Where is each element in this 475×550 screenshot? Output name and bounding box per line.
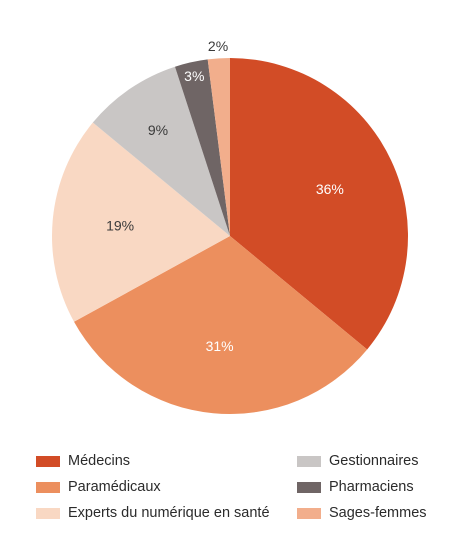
pie-slice-2: [51, 122, 230, 322]
pie-slice-3: [92, 66, 231, 236]
legend-swatch-paramedicaux: [36, 481, 60, 493]
legend-item-paramedicaux: Paramédicaux: [36, 479, 161, 495]
legend-label-pharmaciens: Pharmaciens: [329, 479, 414, 495]
pie-slice-4: [174, 59, 230, 237]
legend-swatch-sages-femmes: [297, 507, 321, 519]
legend-swatch-medecins: [36, 455, 60, 467]
pie-slice-label-4: 3%: [184, 68, 204, 84]
legend-swatch-gestionnaires: [297, 455, 321, 467]
legend-label-gestionnaires: Gestionnaires: [329, 453, 419, 469]
pie-slice-label-2: 19%: [106, 218, 134, 234]
legend-label-paramedicaux: Paramédicaux: [68, 479, 161, 495]
legend-label-experts: Experts du numérique en santé: [68, 505, 270, 521]
legend-item-gestionnaires: Gestionnaires: [297, 453, 418, 469]
pie-slice-label-1: 31%: [206, 338, 234, 354]
pie-slice-1: [74, 236, 368, 414]
pie-slice-label-0: 36%: [316, 181, 344, 197]
legend-label-sages-femmes: Sages-femmes: [329, 505, 427, 521]
pie-chart: 36% 31% 19% 9% 3%2%: [51, 38, 408, 414]
legend-item-experts: Experts du numérique en santé: [36, 505, 270, 521]
pie-slice-label-3: 9%: [148, 122, 168, 138]
legend-item-pharmaciens: Pharmaciens: [297, 479, 414, 495]
legend-swatch-pharmaciens: [297, 481, 321, 493]
legend-label-medecins: Médecins: [68, 453, 131, 469]
pie-slice-label-5: 2%: [208, 38, 228, 54]
pie-slice-0: [230, 58, 408, 350]
legend-item-sages-femmes: Sages-femmes: [297, 505, 427, 521]
pie-slice-5: [207, 58, 230, 236]
legend-item-medecins: Médecins: [36, 453, 130, 469]
legend-swatch-experts: [36, 507, 60, 519]
